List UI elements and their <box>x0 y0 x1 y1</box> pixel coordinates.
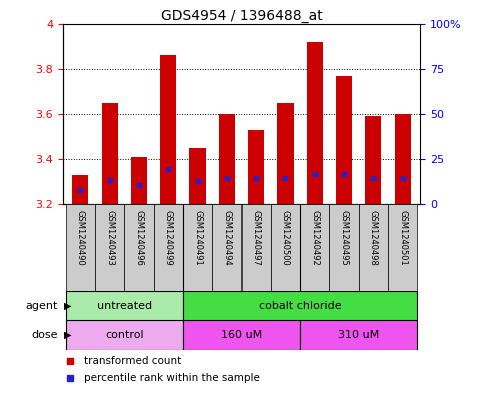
Text: 160 uM: 160 uM <box>221 330 262 340</box>
Text: control: control <box>105 330 143 340</box>
Title: GDS4954 / 1396488_at: GDS4954 / 1396488_at <box>161 9 322 22</box>
Text: agent: agent <box>26 301 58 310</box>
Bar <box>242 204 271 291</box>
Bar <box>359 204 388 291</box>
Bar <box>66 204 95 291</box>
Text: ▶: ▶ <box>64 301 71 310</box>
Text: GSM1240492: GSM1240492 <box>310 210 319 266</box>
Text: percentile rank within the sample: percentile rank within the sample <box>84 373 260 383</box>
Bar <box>154 204 183 291</box>
Bar <box>300 204 329 291</box>
Text: GSM1240496: GSM1240496 <box>134 210 143 266</box>
Text: GSM1240490: GSM1240490 <box>76 210 85 266</box>
Text: GSM1240498: GSM1240498 <box>369 210 378 266</box>
Text: cobalt chloride: cobalt chloride <box>259 301 341 310</box>
Bar <box>183 291 417 320</box>
Bar <box>395 114 411 204</box>
Text: 310 uM: 310 uM <box>338 330 379 340</box>
Bar <box>277 103 294 204</box>
Bar <box>329 204 359 291</box>
Bar <box>271 204 300 291</box>
Bar <box>388 204 417 291</box>
Bar <box>124 204 154 291</box>
Bar <box>131 157 147 204</box>
Text: GSM1240491: GSM1240491 <box>193 210 202 266</box>
Bar <box>72 175 88 204</box>
Text: untreated: untreated <box>97 301 152 310</box>
Bar <box>101 103 118 204</box>
Bar <box>183 204 212 291</box>
Bar <box>183 320 300 350</box>
Bar <box>365 116 382 204</box>
Bar <box>189 148 206 204</box>
Bar <box>300 320 417 350</box>
Text: GSM1240501: GSM1240501 <box>398 210 407 266</box>
Bar <box>307 42 323 204</box>
Bar <box>95 204 124 291</box>
Text: GSM1240500: GSM1240500 <box>281 210 290 266</box>
Text: GSM1240494: GSM1240494 <box>222 210 231 266</box>
Text: GSM1240493: GSM1240493 <box>105 210 114 266</box>
Bar <box>336 75 352 204</box>
Bar <box>66 320 183 350</box>
Text: GSM1240495: GSM1240495 <box>340 210 349 266</box>
Bar <box>248 130 264 204</box>
Text: dose: dose <box>31 330 58 340</box>
Text: GSM1240497: GSM1240497 <box>252 210 261 266</box>
Text: GSM1240499: GSM1240499 <box>164 210 173 266</box>
Bar <box>212 204 242 291</box>
Text: ▶: ▶ <box>64 330 71 340</box>
Bar <box>66 291 183 320</box>
Bar <box>219 114 235 204</box>
Bar <box>160 55 176 204</box>
Text: transformed count: transformed count <box>84 356 182 366</box>
